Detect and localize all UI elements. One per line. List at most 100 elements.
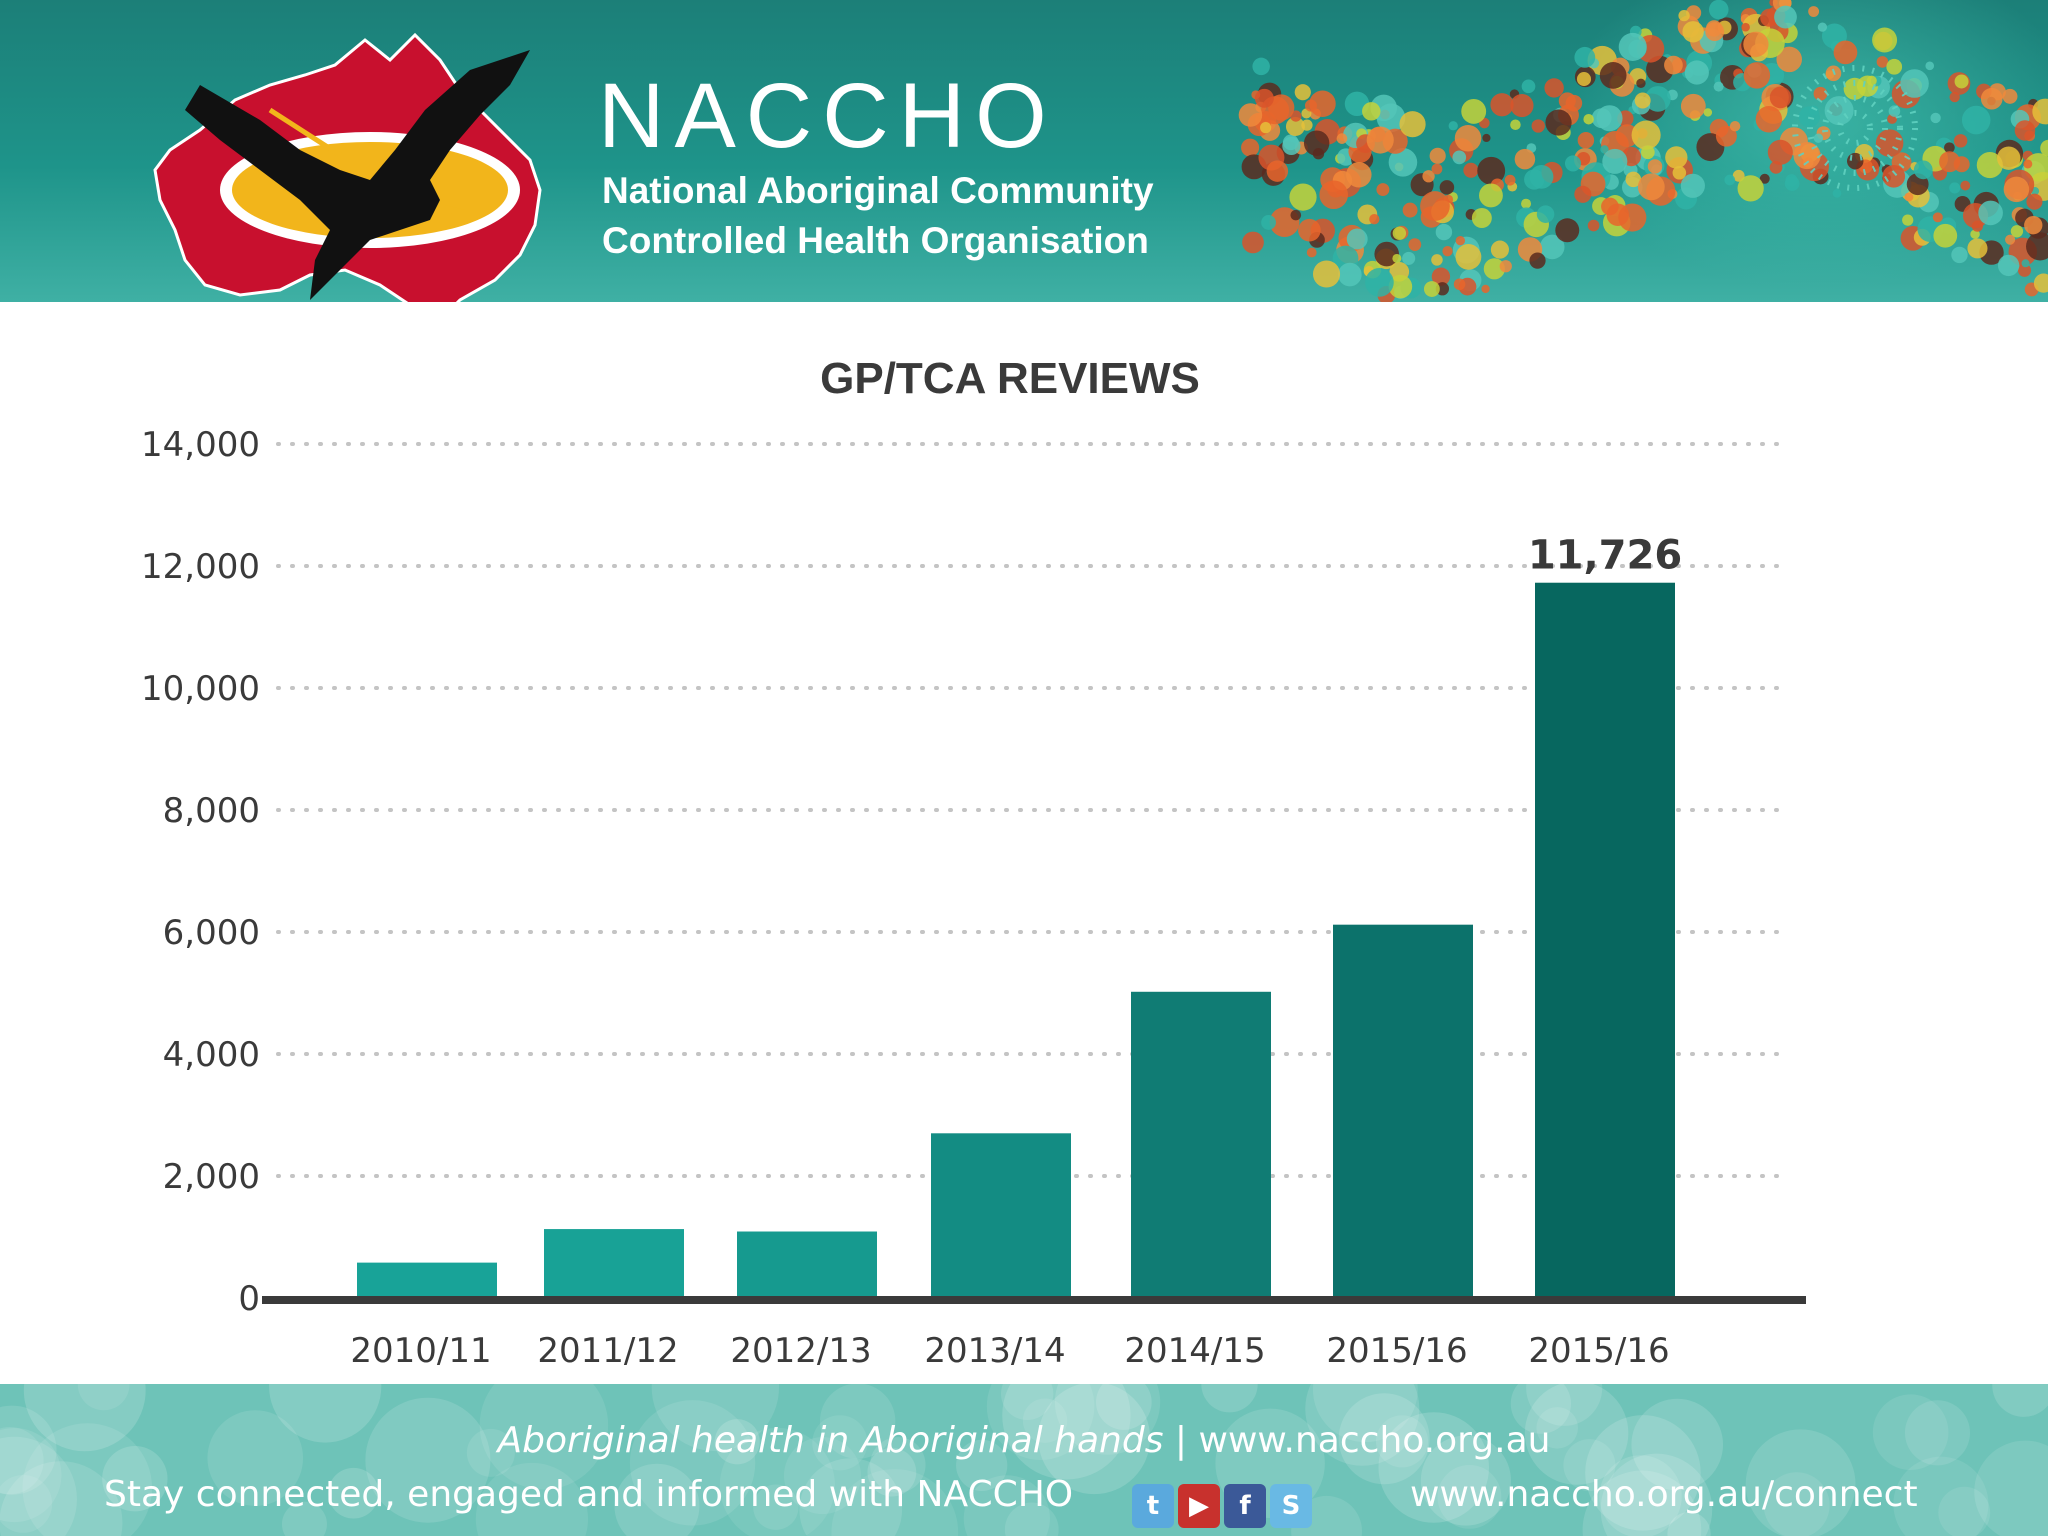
footer-banner (0, 1384, 2048, 1536)
art-dot (1606, 203, 1630, 227)
footer-bubble (1563, 1439, 1616, 1492)
footer-bubble (1524, 1384, 1629, 1485)
x-tick-label: 2010/11 (350, 1331, 491, 1371)
footer-bubble (466, 1428, 515, 1477)
art-dot (1944, 142, 1955, 154)
y-tick-label: 2,000 (163, 1157, 260, 1197)
art-dot (1618, 32, 1647, 62)
art-dot (1422, 170, 1435, 183)
art-dot (1680, 173, 1705, 198)
footer-bubble (614, 1463, 700, 1536)
footer-bubble (1582, 1470, 1702, 1536)
art-ring (1807, 80, 1903, 176)
footer-website-link[interactable]: www.naccho.org.au (1198, 1420, 1551, 1461)
art-dot (1306, 247, 1317, 258)
art-dot (2026, 193, 2043, 210)
y-tick-label: 14,000 (141, 425, 260, 465)
art-dot (1930, 112, 1941, 124)
art-dot (1904, 192, 1914, 202)
art-ring (1837, 110, 1873, 146)
footer-bubble (281, 1501, 327, 1536)
bar (357, 1262, 497, 1298)
art-dot (1769, 86, 1792, 109)
footer-connect-link[interactable]: www.naccho.org.au/connect (1410, 1474, 1918, 1515)
art-dot (1637, 173, 1665, 201)
art-dot (2002, 88, 2018, 104)
art-dot (1442, 246, 1453, 257)
art-dot (1521, 79, 1536, 94)
art-dot (1388, 148, 1418, 177)
footer-bubble (365, 1397, 491, 1523)
art-dot (1932, 212, 1943, 223)
footer-bubble (867, 1447, 917, 1497)
youtube-icon[interactable]: ▶ (1178, 1484, 1220, 1528)
art-dot (1301, 119, 1313, 131)
art-dot (2021, 259, 2030, 268)
chart-title: GP/TCA REVIEWS (820, 354, 1200, 403)
art-dot (1933, 223, 1958, 248)
art-dot (1461, 98, 1487, 124)
footer-bubble (77, 1384, 130, 1411)
footer-bubble (1375, 1415, 1429, 1468)
art-dot (2032, 98, 2048, 125)
art-dot (1482, 133, 1491, 143)
art-dot (1647, 159, 1663, 174)
art-dot (1774, 5, 1797, 29)
bar (931, 1133, 1071, 1298)
art-dot (1261, 215, 1276, 230)
art-dot (1949, 182, 1961, 194)
art-dot (1664, 55, 1683, 75)
footer-bubble (0, 1461, 123, 1536)
art-dot (1808, 6, 1820, 17)
facebook-icon[interactable]: f (1224, 1484, 1266, 1528)
art-dot (1682, 21, 1704, 43)
footer-bubble (0, 1428, 62, 1523)
dot-painting-art (1238, 0, 2048, 302)
art-dot (1319, 180, 1349, 210)
art-dot (2023, 159, 2033, 169)
twitter-icon[interactable]: t (1132, 1484, 1174, 1528)
footer-bubble (1338, 1393, 1430, 1485)
art-dot (1420, 191, 1450, 221)
art-ring (1792, 65, 1918, 191)
art-dot (1900, 69, 1929, 98)
x-tick-label: 2011/12 (537, 1331, 678, 1371)
footer-bubble (1585, 1415, 1701, 1531)
art-dot (1961, 105, 1991, 135)
y-tick-label: 0 (238, 1279, 260, 1319)
footer-bubble (0, 1405, 57, 1495)
org-full-name-line2: Controlled Health Organisation (602, 220, 1149, 261)
art-dot (1499, 260, 1512, 273)
art-dot (1545, 109, 1572, 136)
art-dot (1431, 163, 1443, 175)
social-icons: t ▶ f S (1132, 1484, 1312, 1528)
bar-chart: 02,0004,0006,0008,00010,00012,00014,000 … (141, 425, 1806, 1371)
footer-bubble (1667, 1512, 1711, 1536)
art-dot (2026, 232, 2048, 261)
footer-bubble (1022, 1398, 1068, 1443)
art-dot (1980, 87, 2003, 110)
skype-icon[interactable]: S (1270, 1484, 1312, 1528)
art-dot (1960, 180, 1971, 191)
art-dot (1435, 223, 1453, 241)
art-dot (1825, 65, 1842, 82)
art-dot (1703, 108, 1713, 117)
art-dot (1366, 126, 1394, 154)
art-dot (1577, 132, 1595, 149)
footer-bubble (22, 1423, 153, 1536)
footer-bubble (870, 1437, 926, 1493)
art-dot (1954, 74, 1969, 89)
art-dot (1970, 229, 1980, 239)
art-dot (1949, 91, 1960, 103)
art-dot (1544, 78, 1564, 98)
art-dot (1481, 284, 1490, 294)
footer-bubble (102, 1446, 168, 1512)
art-dot (1759, 173, 1770, 184)
footer-bubble (1510, 1384, 1572, 1434)
art-dot (1866, 75, 1877, 86)
footer-tagline: Aboriginal health in Aboriginal hands | … (0, 1420, 2048, 1461)
org-name: NACCHO (598, 65, 1057, 167)
footer-bubble (1974, 1440, 2048, 1536)
x-tick-label: 2014/15 (1124, 1331, 1265, 1371)
art-dot (1564, 155, 1582, 172)
